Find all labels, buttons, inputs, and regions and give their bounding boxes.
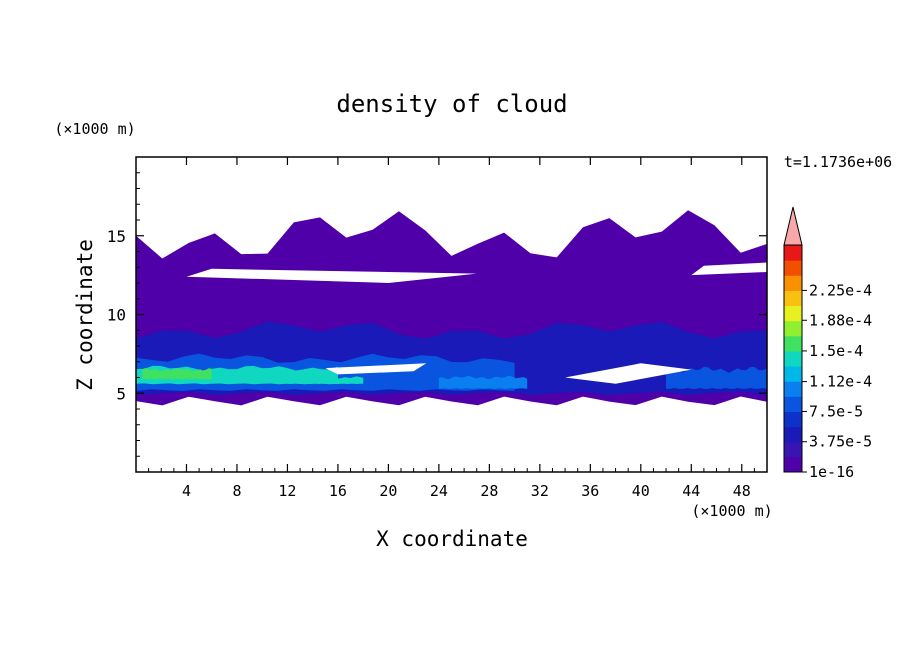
y-axis-label: Z coordinate — [73, 239, 97, 391]
colorbar-level — [784, 350, 802, 367]
x-tick-label: 4 — [182, 482, 191, 500]
colorbar-level — [784, 290, 802, 307]
x-tick-label: 36 — [581, 482, 599, 500]
chart-title: density of cloud — [336, 90, 567, 118]
colorbar-frame — [783, 244, 803, 473]
colorbar-overflow-arrow — [783, 206, 803, 246]
colorbar-tick-label: 1.5e-4 — [809, 342, 863, 360]
y-tick-label: 5 — [116, 384, 126, 403]
colorbar-tick-label: 7.5e-5 — [809, 402, 863, 420]
colorbar-ticks: 1e-16 3.75e-5 7.5e-5 1.12e-4 1.5e-4 1.88e-4 2.… — [802, 281, 872, 481]
x-tick-label: 8 — [232, 482, 241, 500]
x-tick-label: 20 — [379, 482, 397, 500]
y-axis: 5 10 15 — [107, 172, 767, 457]
contour-gap — [186, 268, 477, 283]
colorbar — [783, 206, 803, 473]
colorbar-level — [784, 396, 802, 412]
contour-gap — [565, 363, 692, 384]
x-unit-label: (×1000 m) — [691, 502, 772, 520]
contour-region — [287, 376, 364, 384]
x-tick-label: 44 — [682, 482, 700, 500]
contour-region — [438, 375, 528, 389]
x-tick-label: 48 — [733, 482, 751, 500]
colorbar-level — [784, 320, 802, 337]
contour-region — [666, 366, 767, 389]
y-tick-label: 10 — [107, 306, 126, 325]
x-tick-label: 28 — [480, 482, 498, 500]
x-tick-label: 16 — [329, 482, 347, 500]
colorbar-tick-label: 1.88e-4 — [809, 311, 872, 329]
x-tick-label: 24 — [430, 482, 448, 500]
colorbar-level — [784, 245, 802, 261]
colorbar-tick-label: 1.12e-4 — [809, 373, 872, 391]
colorbar-level — [784, 441, 802, 458]
colorbar-tick-label: 1e-16 — [809, 463, 854, 481]
y-tick-label: 15 — [107, 227, 126, 246]
x-tick-label: 12 — [278, 482, 296, 500]
contour-gap — [691, 262, 767, 276]
time-label: t=1.1736e+06 — [784, 153, 892, 171]
colorbar-level — [784, 381, 802, 397]
y-unit-label: (×1000 m) — [54, 120, 135, 138]
colorbar-level — [784, 335, 802, 352]
colorbar-level — [784, 411, 802, 428]
x-axis-label: X coordinate — [376, 527, 528, 551]
contour-fill — [136, 210, 767, 406]
contour-region — [142, 368, 212, 380]
x-tick-label: 40 — [632, 482, 650, 500]
colorbar-level — [784, 456, 802, 473]
colorbar-level — [784, 305, 802, 322]
colorbar-level — [784, 275, 802, 291]
contour-gap — [325, 363, 427, 375]
colorbar-level — [784, 366, 802, 382]
colorbar-tick-label: 2.25e-4 — [809, 281, 872, 299]
colorbar-level — [784, 260, 802, 276]
colorbar-level — [784, 426, 802, 443]
x-axis: 4 8 12 16 20 24 28 32 36 40 44 48 — [148, 157, 755, 500]
colorbar-tick-label: 3.75e-5 — [809, 433, 872, 451]
x-tick-label: 32 — [531, 482, 549, 500]
